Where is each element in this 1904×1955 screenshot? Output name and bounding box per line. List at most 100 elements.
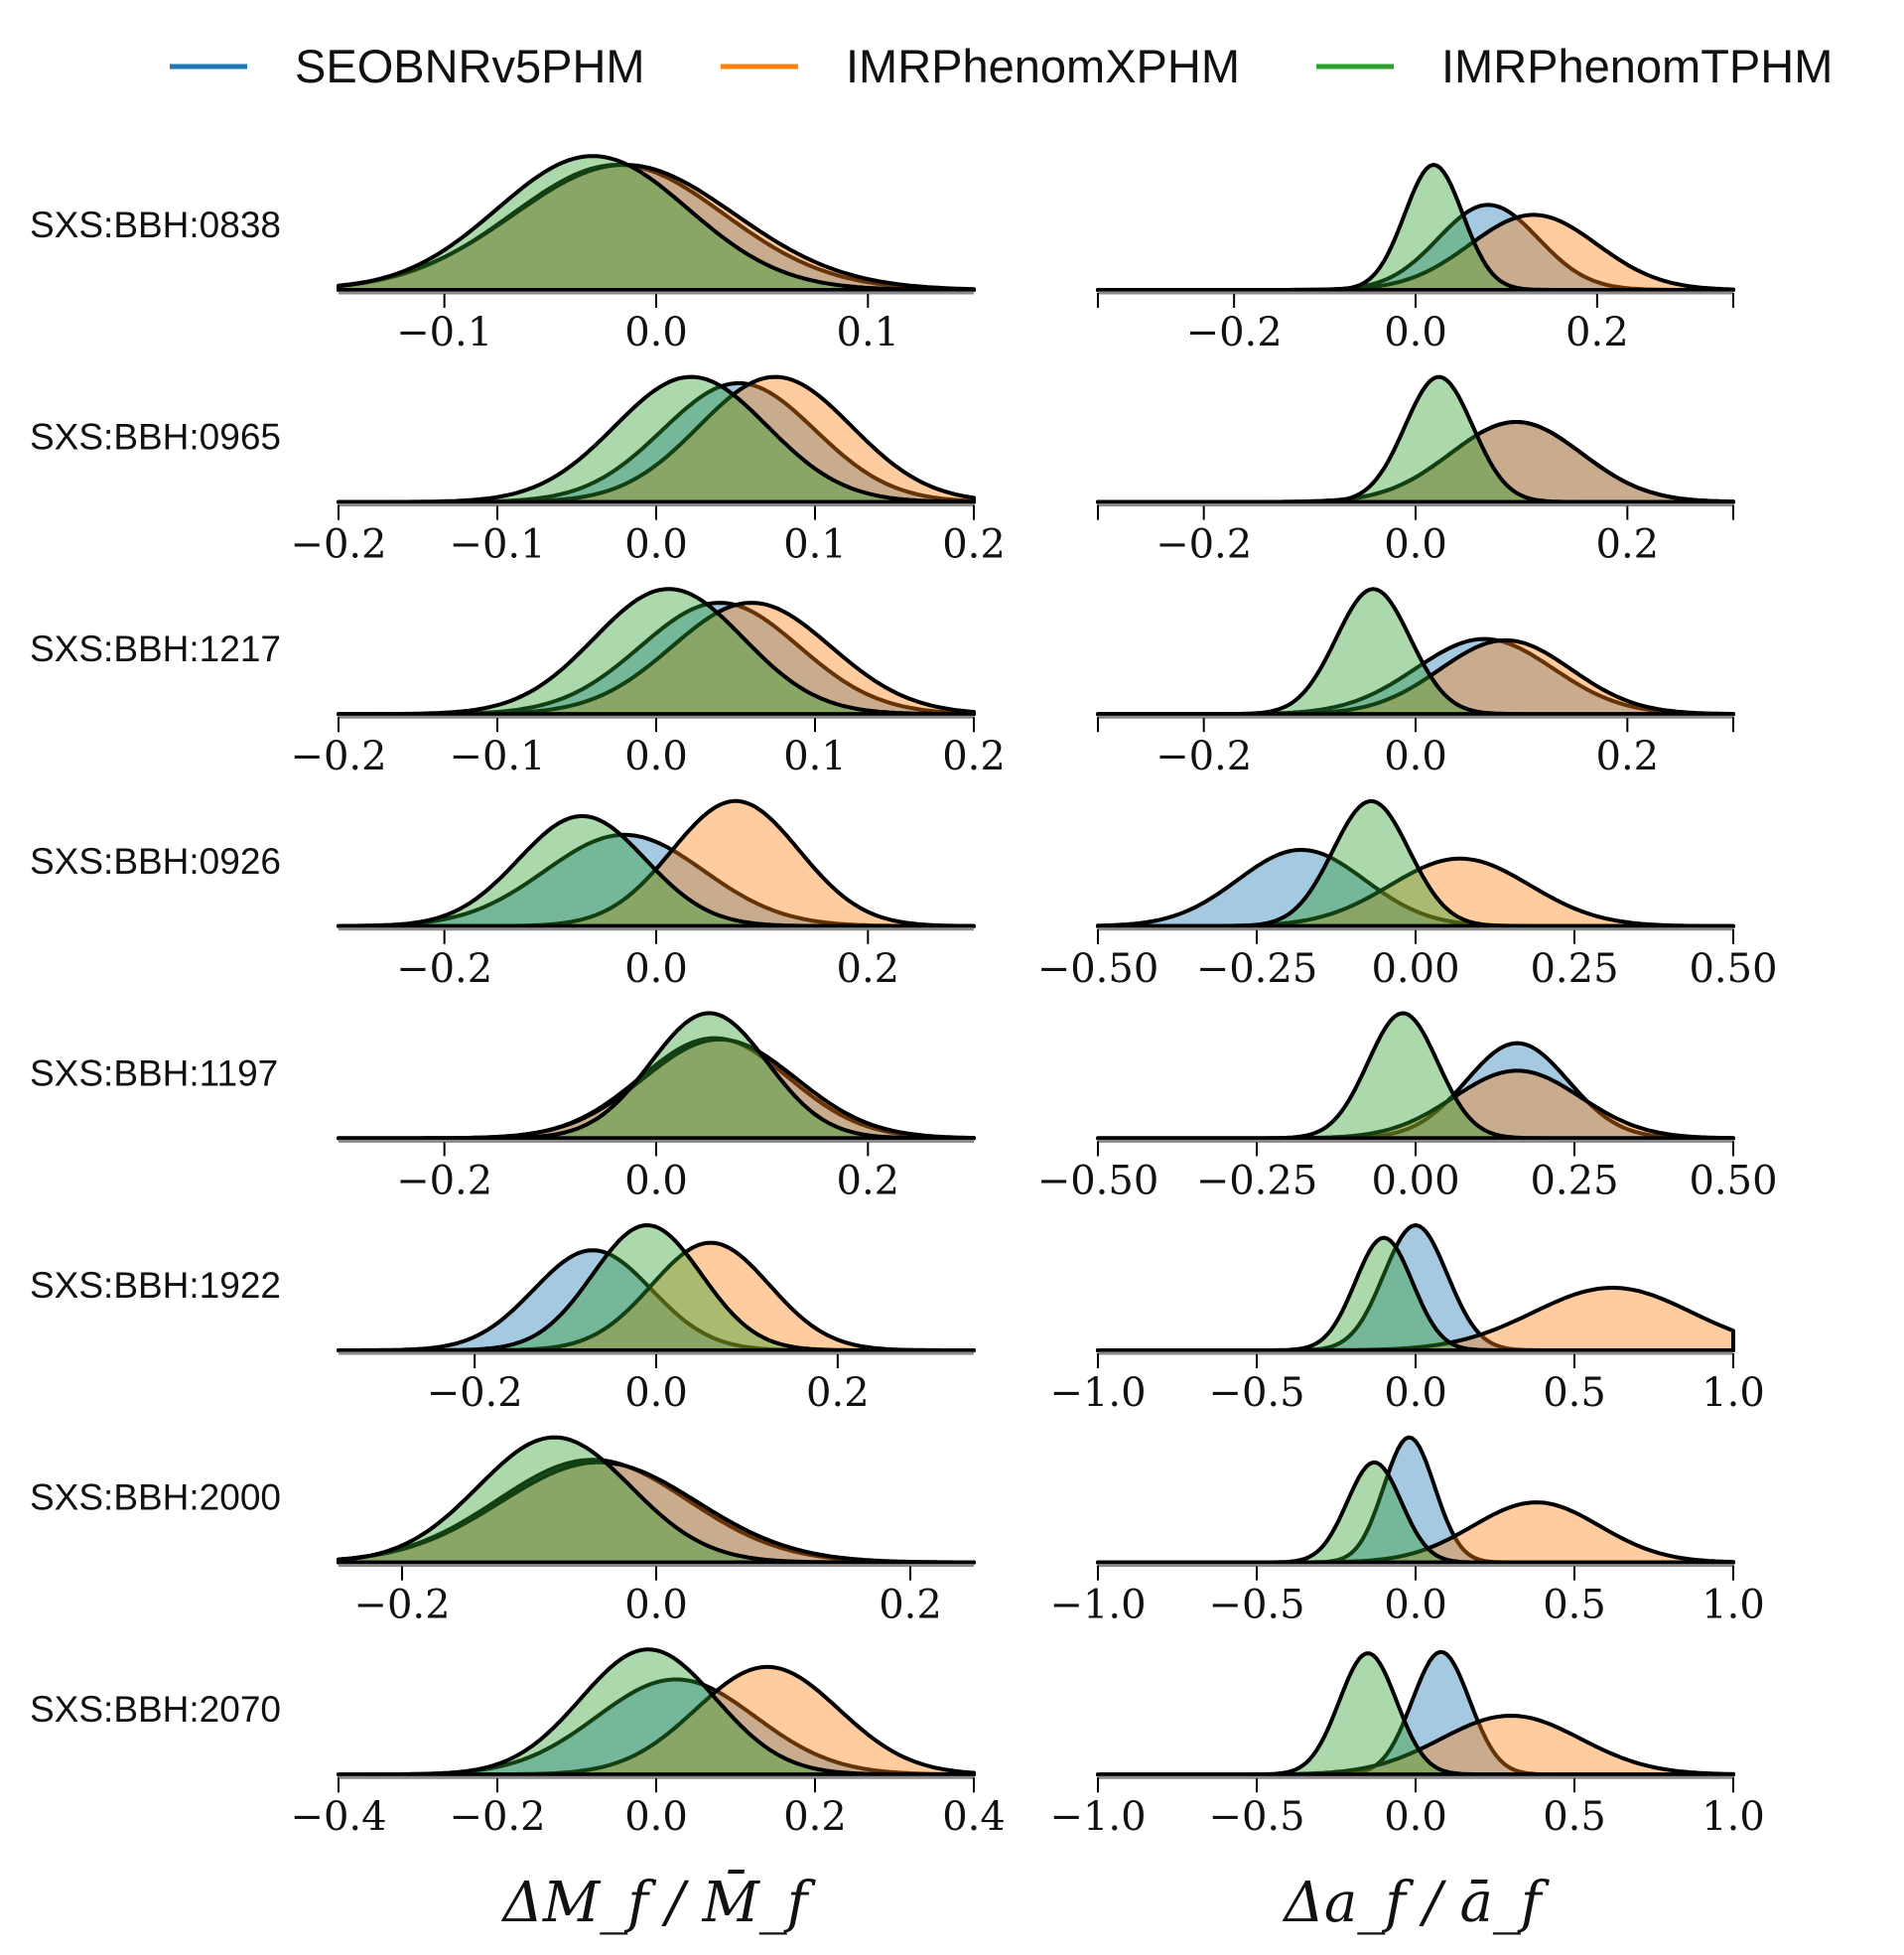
x-tick-label: −0.5 [1208, 1370, 1304, 1416]
panel-sxs-bbh-1922-mass: −0.2 0.0 0.2 [337, 1223, 976, 1416]
x-tick-label: 0.0 [624, 522, 688, 568]
panel-sxs-bbh-1197-mass: −0.2 0.0 0.2 [337, 1011, 976, 1203]
x-tick-label: −0.2 [427, 1370, 523, 1416]
row-label: SXS:BBH:2070 [30, 1689, 281, 1730]
panel-sxs-bbh-0926-mass: −0.2 0.0 0.2 [337, 798, 976, 992]
density-imrphenomtphm [337, 1435, 976, 1565]
panels: −0.1 0.0 0.1 SXS:BBH:0838 −0.2 0.0 0.2 −0.2 −0.1… [30, 154, 1778, 1840]
density-imrphenomtphm [337, 587, 976, 717]
x-tick-label: −0.2 [1156, 522, 1252, 568]
legend-label-imrphenomxphm: IMRPhenomXPHM [846, 40, 1240, 92]
panel-sxs-bbh-0838-spin: −0.2 0.0 0.2 [1096, 163, 1735, 355]
x-tick-label: 0.0 [624, 1158, 688, 1203]
x-tick-label: 0.2 [942, 522, 1006, 568]
x-tick-label: 0.0 [1384, 1583, 1447, 1628]
x-tick-label: 0.5 [1543, 1583, 1606, 1628]
panel-sxs-bbh-2000-spin: −1.0 −0.5 0.0 0.5 1.0 [1049, 1435, 1765, 1628]
x-tick-label: 0.1 [783, 522, 847, 568]
x-tick-label: −0.50 [1037, 1158, 1159, 1203]
density-imrphenomtphm [337, 1011, 976, 1141]
x-tick-label: 0.0 [624, 946, 688, 992]
panel-sxs-bbh-1217-mass: −0.2 −0.1 0.0 0.1 0.2 [290, 587, 1006, 779]
row-label: SXS:BBH:0965 [30, 417, 281, 458]
x-tick-label: 0.1 [783, 734, 847, 779]
x-tick-label: 1.0 [1701, 1794, 1765, 1840]
x-tick-label: −0.2 [353, 1583, 450, 1628]
x-tick-label: −0.4 [290, 1794, 386, 1840]
x-tick-label: 0.2 [837, 946, 900, 992]
x-tick-label: −0.2 [1186, 310, 1283, 355]
x-tick-label: 0.0 [624, 310, 688, 355]
density-imrphenomtphm [1096, 1460, 1735, 1565]
x-tick-label: 0.0 [1384, 1370, 1447, 1416]
panel-sxs-bbh-0838-mass: −0.1 0.0 0.1 [337, 154, 976, 355]
x-tick-label: −0.2 [290, 734, 386, 779]
x-tick-label: −0.2 [396, 946, 492, 992]
x-tick-label: −0.25 [1196, 1158, 1318, 1203]
legend: SEOBNRv5PHM IMRPhenomXPHM IMRPhenomTPHM [170, 40, 1833, 92]
row-label: SXS:BBH:0926 [30, 841, 281, 882]
x-tick-label: −1.0 [1049, 1583, 1146, 1628]
x-tick-label: 0.0 [624, 1370, 688, 1416]
x-tick-label: 0.0 [1384, 310, 1447, 355]
x-tick-label: 0.50 [1689, 946, 1777, 992]
x-axis-label-spin: Δa_f / ā_f [1282, 1871, 1550, 1935]
x-tick-label: 0.5 [1543, 1370, 1606, 1416]
x-tick-label: −0.25 [1196, 946, 1318, 992]
density-imrphenomtphm [1096, 587, 1735, 717]
panel-sxs-bbh-1217-spin: −0.2 0.0 0.2 [1096, 587, 1735, 779]
panel-sxs-bbh-0965-spin: −0.2 0.0 0.2 [1096, 374, 1735, 568]
density-imrphenomxphm [337, 163, 976, 292]
x-tick-label: 0.2 [942, 734, 1006, 779]
x-tick-label: 0.2 [1565, 310, 1629, 355]
x-tick-label: 0.0 [624, 1583, 688, 1628]
density-imrphenomtphm [337, 154, 976, 292]
density-imrphenomtphm [1096, 1011, 1735, 1141]
x-tick-label: −0.1 [449, 522, 545, 568]
x-tick-label: −0.5 [1208, 1583, 1304, 1628]
x-tick-label: 0.2 [1596, 734, 1660, 779]
panel-sxs-bbh-0926-spin: −0.50 −0.25 0.00 0.25 0.50 [1037, 798, 1778, 992]
x-tick-label: −0.1 [449, 734, 545, 779]
density-imrphenomtphm [1096, 1235, 1735, 1352]
panel-sxs-bbh-2070-mass: −0.4 −0.2 0.0 0.2 0.4 [290, 1647, 1006, 1840]
x-tick-label: −1.0 [1049, 1370, 1146, 1416]
panel-sxs-bbh-2000-mass: −0.2 0.0 0.2 [337, 1435, 976, 1628]
density-imrphenomtphm [337, 1223, 976, 1352]
x-tick-label: 1.0 [1701, 1583, 1765, 1628]
panel-sxs-bbh-0965-mass: −0.2 −0.1 0.0 0.1 0.2 [290, 374, 1006, 568]
x-tick-label: 0.1 [837, 310, 900, 355]
row-label: SXS:BBH:1217 [30, 628, 281, 669]
x-tick-label: 0.00 [1371, 1158, 1459, 1203]
x-tick-label: 0.2 [879, 1583, 942, 1628]
x-tick-label: 0.0 [1384, 734, 1447, 779]
x-tick-label: 0.0 [1384, 1794, 1447, 1840]
x-tick-label: −0.2 [396, 1158, 492, 1203]
x-tick-label: −0.2 [1156, 734, 1252, 779]
x-tick-label: 0.0 [1384, 522, 1447, 568]
row-label: SXS:BBH:2000 [30, 1477, 281, 1518]
x-tick-label: −0.1 [396, 310, 492, 355]
x-tick-label: 0.0 [624, 734, 688, 779]
x-tick-label: 0.0 [624, 1794, 688, 1840]
legend-label-seobnrv5phm: SEOBNRv5PHM [295, 40, 645, 92]
density-imrphenomtphm [337, 813, 976, 928]
density-imrphenomtphm [1096, 1651, 1735, 1777]
panel-sxs-bbh-2070-spin: −1.0 −0.5 0.0 0.5 1.0 [1049, 1649, 1765, 1840]
density-imrphenomtphm [337, 1647, 976, 1777]
x-tick-label: −0.2 [449, 1794, 545, 1840]
x-axis-label-mass: ΔM_f / M̄_f [500, 1869, 816, 1935]
x-tick-label: 0.2 [837, 1158, 900, 1203]
x-tick-label: 0.5 [1543, 1794, 1606, 1840]
x-tick-label: 0.25 [1530, 1158, 1618, 1203]
panel-sxs-bbh-1922-spin: −1.0 −0.5 0.0 0.5 1.0 [1049, 1223, 1765, 1416]
density-imrphenomtphm [337, 374, 976, 504]
row-label: SXS:BBH:1197 [30, 1052, 278, 1093]
x-tick-label: 0.2 [806, 1370, 870, 1416]
x-tick-label: −0.50 [1037, 946, 1159, 992]
density-imrphenomtphm [1096, 163, 1735, 292]
x-tick-label: −0.5 [1208, 1794, 1304, 1840]
x-tick-label: 0.50 [1689, 1158, 1777, 1203]
density-imrphenomtphm [1096, 798, 1735, 928]
